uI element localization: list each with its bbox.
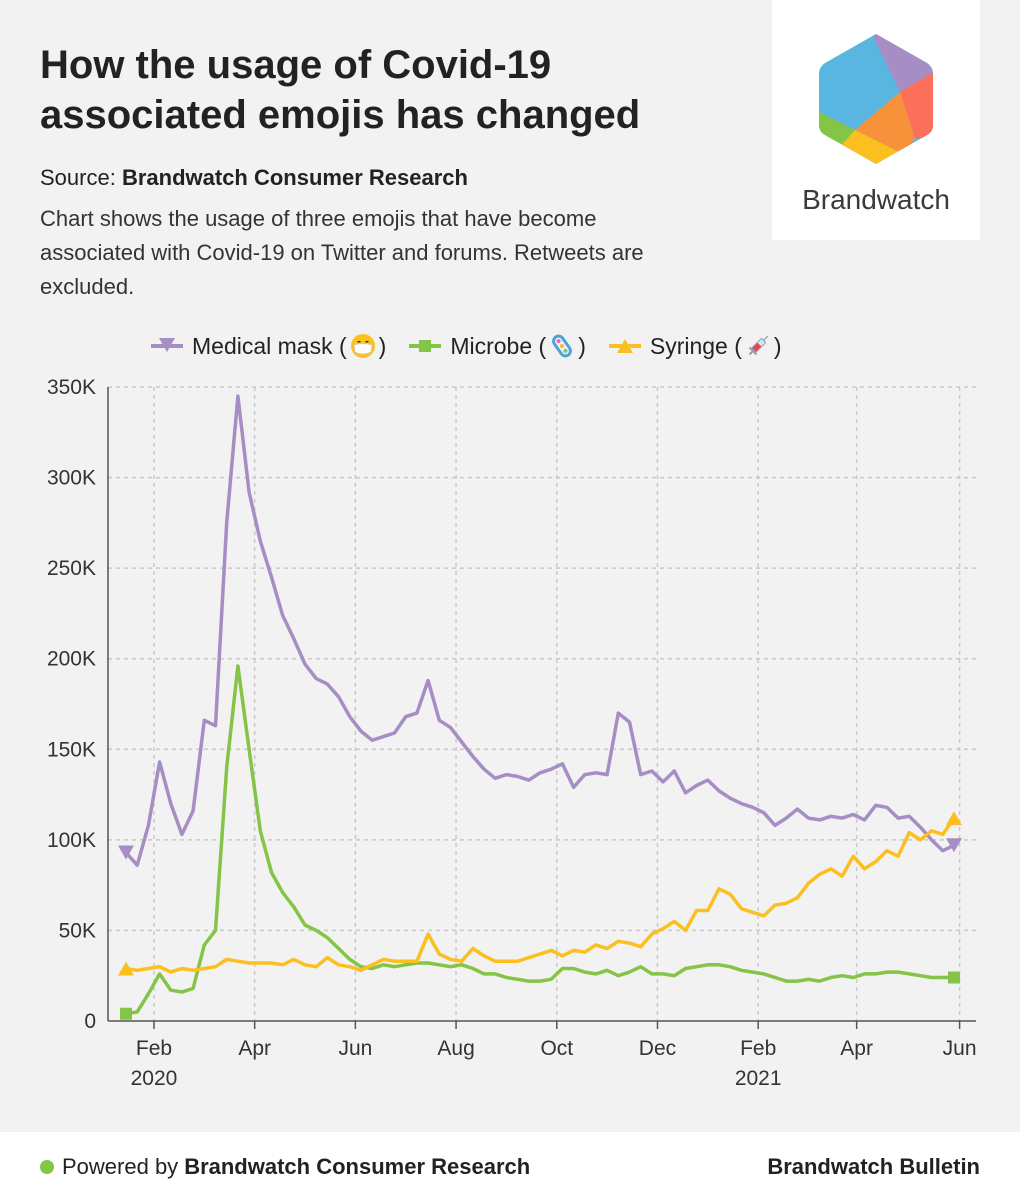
grid-layer [108, 386, 976, 1021]
legend-label-medical-mask: Medical mask ( [192, 332, 347, 359]
y-tick-label: 300K [47, 467, 96, 490]
legend-item-syringe: Syringe ( ) [608, 332, 782, 360]
series-marker [118, 961, 134, 976]
brandwatch-logo: Brandwatch [772, 0, 980, 240]
axis-layer: 0 50K 100K 150K 200K 250K 300K 350K Feb 2020 Apr Ju… [47, 376, 977, 1090]
y-tick-label: 250K [47, 557, 96, 580]
brandwatch-wordmark: Brandwatch [802, 184, 950, 215]
syringe-emoji-icon [748, 335, 769, 356]
line-chart: 0 50K 100K 150K 200K 250K 300K 350K Feb 2020 Apr Ju… [47, 376, 977, 1090]
x-tick-label: Apr [238, 1037, 271, 1060]
brandwatch-hexagon-logo-icon [819, 34, 933, 164]
medical-mask-emoji-icon [350, 334, 375, 358]
legend-close-microbe: ) [578, 332, 586, 359]
chart-legend: Medical mask ( ) Microbe ( ) Syringe ( [150, 330, 782, 362]
series-marker [120, 1007, 132, 1020]
footer: Powered by Brandwatch Consumer Research … [0, 1132, 1020, 1200]
x-tick-label: Apr [840, 1037, 873, 1060]
series-marker [948, 971, 960, 984]
legend-label-syringe: Syringe ( [649, 332, 742, 359]
footer-powered-label: Powered by [62, 1154, 179, 1179]
x-tick-label: Feb [136, 1037, 172, 1060]
series-line [124, 816, 956, 974]
legend-item-microbe: Microbe ( ) [408, 332, 586, 360]
x-tick-label: Jun [943, 1037, 977, 1060]
legend-close-medical-mask: ) [378, 332, 387, 359]
y-tick-label: 350K [47, 376, 96, 399]
y-tick-label: 100K [47, 829, 96, 852]
source-line: Source: Brandwatch Consumer Research [40, 165, 468, 191]
series-marker [946, 811, 962, 826]
y-tick-label: 150K [47, 738, 96, 761]
legend-label-microbe: Microbe ( [450, 332, 547, 359]
legend-close-syringe: ) [773, 332, 782, 359]
x-tick-label: Jun [338, 1037, 372, 1060]
triangle-up-marker-icon [608, 339, 641, 353]
y-tick-label: 0 [84, 1010, 96, 1033]
source-name: Brandwatch Consumer Research [121, 165, 468, 190]
legend-item-medical-mask: Medical mask ( ) [150, 332, 386, 360]
square-marker-icon [409, 340, 442, 352]
y-tick-label: 50K [59, 919, 96, 942]
source-label: Source: [40, 165, 116, 190]
x-tick-year-label: 2021 [735, 1067, 782, 1090]
page-title: How the usage of Covid-19 associated emo… [40, 43, 641, 137]
series-line [124, 664, 956, 1016]
green-dot-icon [40, 1160, 54, 1174]
x-tick-label: Dec [639, 1037, 676, 1060]
x-tick-label: Aug [437, 1037, 474, 1060]
series-marker [118, 845, 134, 860]
series-layer [124, 394, 956, 1016]
x-tick-label: Oct [540, 1037, 573, 1060]
footer-powered-name: Brandwatch Consumer Research [184, 1154, 531, 1179]
y-tick-label: 200K [47, 648, 96, 671]
series-marker [946, 838, 962, 853]
footer-brand: Brandwatch Bulletin [767, 1154, 980, 1179]
microbe-emoji-icon [552, 334, 573, 358]
x-tick-year-label: 2020 [131, 1067, 178, 1090]
chart-description: Chart shows the usage of three emojis th… [40, 206, 644, 299]
footer-powered-by: Powered by Brandwatch Consumer Research [40, 1154, 530, 1180]
x-tick-label: Feb [740, 1037, 776, 1060]
triangle-down-marker-icon [151, 338, 183, 352]
marker-layer [118, 811, 962, 1020]
series-line [124, 394, 956, 867]
